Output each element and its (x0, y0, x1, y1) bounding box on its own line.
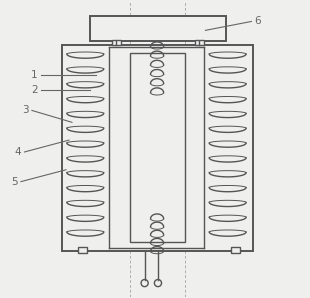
Bar (231, 247, 240, 253)
Text: 1: 1 (31, 70, 38, 80)
Bar (78, 247, 87, 253)
Bar (62, 45, 253, 251)
Text: 3: 3 (22, 105, 29, 115)
Text: 5: 5 (11, 177, 18, 187)
Bar (112, 40, 121, 45)
Bar (130, 53, 185, 243)
Bar (90, 15, 226, 41)
Text: 2: 2 (31, 85, 38, 95)
Bar (195, 40, 204, 45)
Text: 6: 6 (255, 15, 261, 26)
Text: 4: 4 (15, 147, 21, 157)
